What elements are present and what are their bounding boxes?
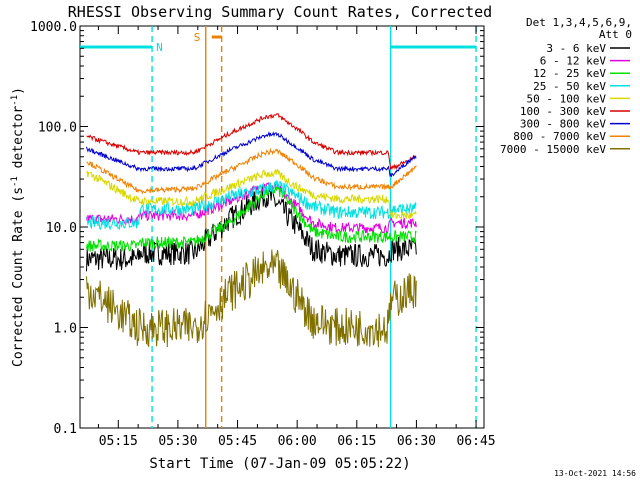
plot-frame [79, 25, 485, 429]
x-tick-label: 06:15 [337, 434, 376, 449]
legend-entry: 7000 - 15000 keV [500, 143, 630, 156]
legend-entry: 6 - 12 keV [540, 55, 630, 68]
legend-entry: 300 - 800 keV [520, 118, 630, 131]
legend-label: 12 - 25 keV [533, 67, 606, 80]
axes: 0.1 1.0 10.0 100.0 1000.0 05:15 05:30 05:45 06:0… [30, 20, 496, 449]
chart-title: RHESSI Observing Summary Count Rates, Co… [68, 3, 492, 21]
series-line [86, 184, 417, 253]
legend-label: 50 - 100 keV [527, 92, 607, 105]
legend-entry: 12 - 25 keV [533, 67, 630, 80]
x-tick-label: 05:45 [218, 434, 257, 449]
series-line [86, 180, 417, 231]
legend-entry: 25 - 50 keV [533, 80, 630, 93]
x-tick-label: 06:00 [278, 434, 317, 449]
y-tick-label: 1000.0 [30, 20, 77, 35]
x-axis-label: Start Time (07-Jan-09 05:05:22) [149, 456, 410, 472]
legend-label: 300 - 800 keV [520, 118, 606, 131]
legend-label: 3 - 6 keV [546, 42, 606, 55]
series-line [86, 249, 417, 348]
legend-label: 25 - 50 keV [533, 80, 606, 93]
y-axis-label-end: ) [11, 87, 26, 95]
x-tick-label: 06:30 [397, 434, 436, 449]
footer-timestamp: 13-Oct-2021 14:56 [554, 469, 636, 478]
series-line [86, 168, 417, 221]
y-tick-label: 1.0 [54, 322, 77, 337]
legend-entry: 100 - 300 keV [520, 105, 630, 118]
series-line [86, 147, 417, 195]
series-line [86, 113, 417, 170]
y-axis-label-sup2: -1 [10, 95, 20, 106]
legend-entry: 3 - 6 keV [546, 42, 630, 55]
y-axis-label-main: Corrected Count Rate (s [11, 187, 26, 367]
legend-entry: 800 - 7000 keV [513, 130, 630, 143]
y-axis-label-sup1: -1 [10, 176, 20, 187]
legend-label: 100 - 300 keV [520, 105, 606, 118]
y-tick-label: 0.1 [54, 422, 77, 437]
legend-header-line-2: Att 0 [599, 28, 632, 41]
series-line [86, 131, 417, 178]
x-tick-label: 06:45 [456, 434, 495, 449]
x-tick-label: 05:30 [158, 434, 197, 449]
series-line [86, 184, 417, 272]
y-tick-label: 10.0 [46, 221, 77, 236]
plot-area: NS [80, 26, 477, 428]
y-axis-label: Corrected Count Rate (s-1 detector-1) [10, 87, 26, 367]
night-label: N [156, 41, 163, 54]
legend-header-line-1: Det 1,3,4,5,6,9, [526, 16, 632, 29]
y-tick-label: 100.0 [38, 121, 77, 136]
saa-label: S [194, 31, 201, 44]
legend-label: 6 - 12 keV [540, 55, 607, 68]
legend-header: Det 1,3,4,5,6,9, Att 0 [526, 16, 632, 41]
legend-entry: 50 - 100 keV [527, 92, 630, 105]
legend-label: 7000 - 15000 keV [500, 143, 606, 156]
legend-label: 800 - 7000 keV [513, 130, 606, 143]
y-axis-label-mid: detector [11, 106, 26, 177]
x-tick-label: 05:15 [99, 434, 138, 449]
